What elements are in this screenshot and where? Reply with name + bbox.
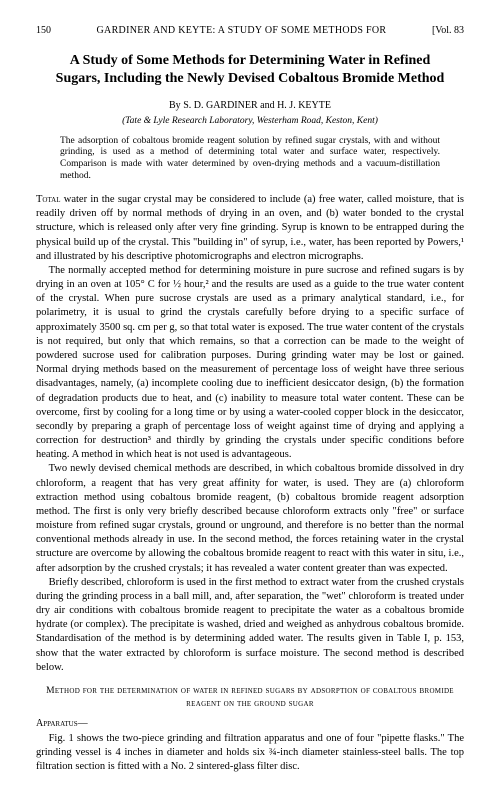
byline-prefix: By xyxy=(169,100,181,111)
p1-text: water in the sugar crystal may be consid… xyxy=(36,194,464,262)
volume-label: [Vol. 83 xyxy=(432,24,464,38)
paragraph-1: Total water in the sugar crystal may be … xyxy=(36,193,464,264)
paragraph-5: Fig. 1 shows the two-piece grinding and … xyxy=(36,732,464,775)
affiliation: (Tate & Lyle Research Laboratory, Wester… xyxy=(36,115,464,128)
paragraph-2: The normally accepted method for determi… xyxy=(36,264,464,462)
paragraph-3: Two newly devised chemical methods are d… xyxy=(36,462,464,575)
abstract: The adsorption of cobaltous bromide reag… xyxy=(60,136,440,184)
apparatus-subhead: Apparatus— xyxy=(36,717,464,731)
page-number: 150 xyxy=(36,24,51,38)
page: 150 GARDINER AND KEYTE: A STUDY OF SOME … xyxy=(0,0,500,795)
article-title: A Study of Some Methods for Determining … xyxy=(46,52,454,90)
header-line: 150 GARDINER AND KEYTE: A STUDY OF SOME … xyxy=(36,24,464,38)
lead-word: Total xyxy=(36,194,61,205)
byline: By S. D. GARDINER and H. J. KEYTE xyxy=(36,99,464,113)
section-heading: Method for the determination of water in… xyxy=(36,685,464,711)
authors: S. D. GARDINER and H. J. KEYTE xyxy=(183,100,331,111)
running-head: GARDINER AND KEYTE: A STUDY OF SOME METH… xyxy=(97,24,387,38)
paragraph-4: Briefly described, chloroform is used in… xyxy=(36,576,464,675)
